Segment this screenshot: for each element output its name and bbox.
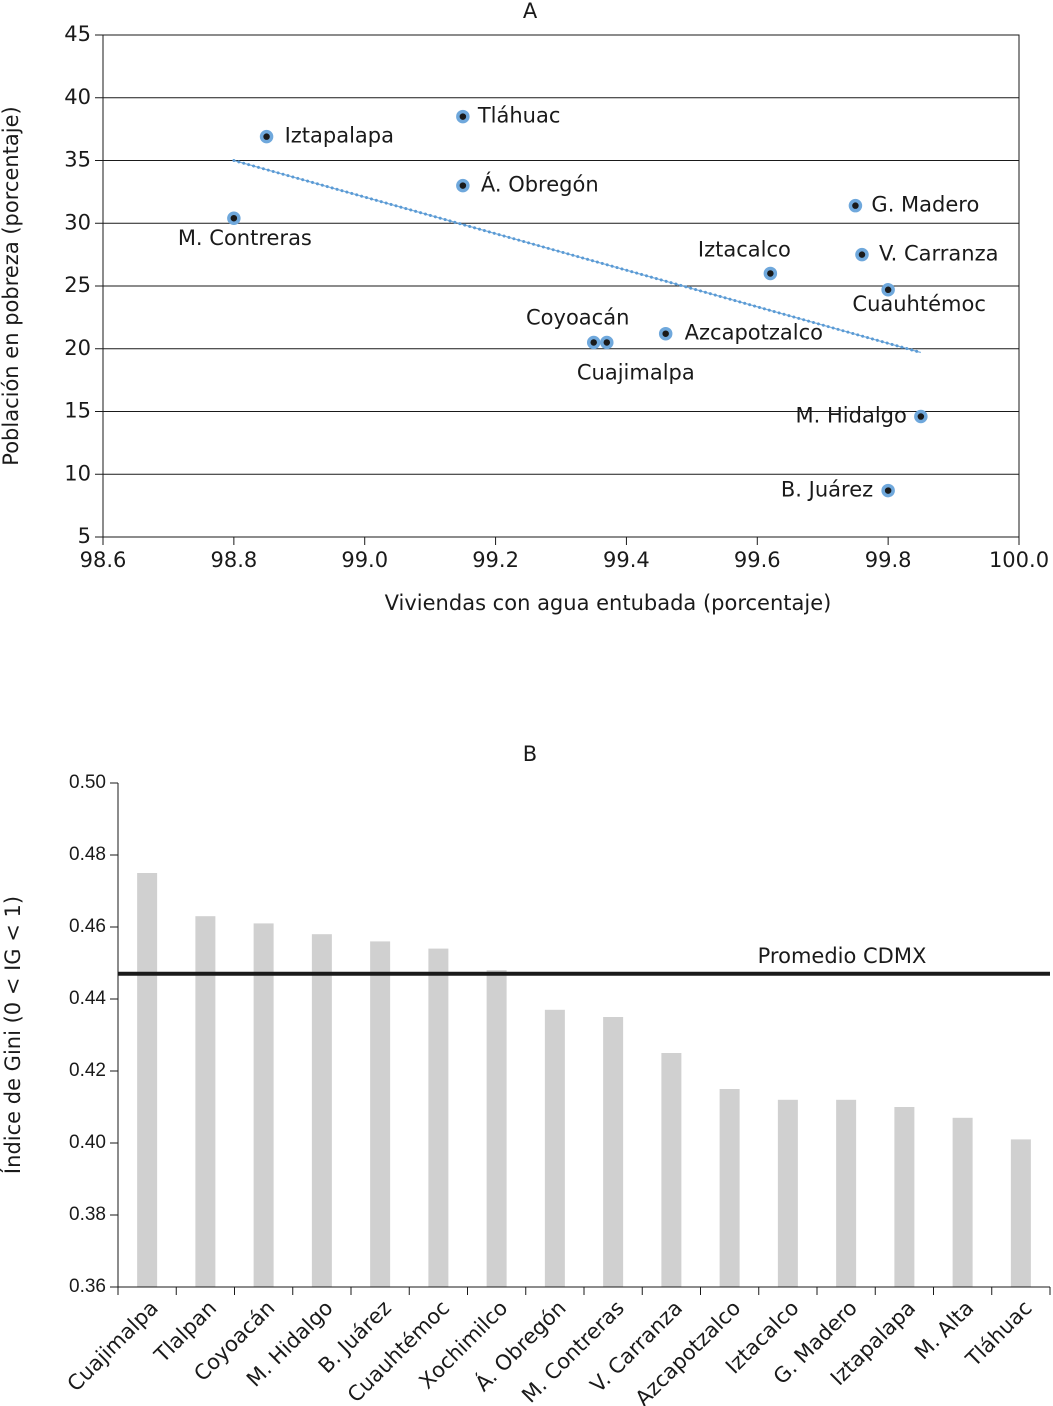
y-tick-label: 0.42 (69, 1060, 106, 1081)
x-tick-label: 100.0 (989, 548, 1049, 572)
y-tick-label: 20 (64, 336, 91, 360)
point-label: M. Hidalgo (796, 404, 907, 428)
bar (253, 923, 274, 1287)
x-axis-label: Viviendas con agua entubada (porcentaje) (385, 591, 832, 615)
bar (137, 873, 158, 1287)
y-tick-label: 5 (78, 524, 91, 548)
bar (544, 1009, 565, 1287)
x-tick-label: 99.0 (341, 548, 388, 572)
point-label: V. Carranza (879, 242, 999, 266)
y-axis-label: Índice de Gini (0 < IG < 1) (0, 896, 25, 1174)
chart-title: A (523, 0, 538, 23)
x-tick-label: Cuauhtémoc (343, 1296, 454, 1406)
y-tick-label: 0.36 (69, 1276, 106, 1297)
point (259, 129, 274, 144)
x-tick-label: 99.6 (734, 548, 781, 572)
x-tick-label: 99.4 (603, 548, 650, 572)
y-tick-label: 35 (64, 148, 91, 172)
point-label: Azcapotzalco (685, 321, 823, 345)
y-tick-label: 30 (64, 210, 91, 234)
chart-a: A 5 10 15 20 25 30 35 40 45 98.6 98.8 99.0 99.2 99.4 99… (0, 0, 1049, 615)
y-tick-label: 25 (64, 273, 91, 297)
bar (894, 1107, 915, 1287)
point-label: Tláhuac (477, 104, 561, 128)
bar (952, 1117, 973, 1287)
point-label: Iztacalco (698, 237, 791, 261)
bar (428, 948, 449, 1287)
point-label: Cuajimalpa (577, 360, 695, 384)
y-tick-label: 45 (64, 22, 91, 46)
y-tick-label: 0.46 (69, 916, 106, 937)
y-tick-label: 0.44 (69, 988, 106, 1009)
y-tick-label: 0.50 (69, 772, 106, 793)
y-tick-label: 0.48 (69, 844, 106, 865)
point (600, 335, 614, 350)
point-label: Iztapalapa (285, 124, 394, 148)
point (881, 283, 895, 297)
bar (1010, 1139, 1031, 1287)
y-tick-label: 40 (64, 85, 91, 109)
y-axis-label: Población en pobreza (porcentaje) (0, 106, 23, 465)
bar (836, 1099, 857, 1287)
reference-label: Promedio CDMX (758, 944, 927, 968)
point-label: B. Juárez (781, 478, 873, 502)
x-tick-label: 99.8 (865, 548, 912, 572)
chart-title: B (523, 742, 537, 766)
point (456, 178, 470, 193)
bar (603, 1017, 624, 1287)
y-tick-label: 0.38 (69, 1204, 106, 1225)
bar (311, 934, 332, 1287)
bar (370, 941, 391, 1287)
point (763, 266, 778, 281)
point-label: Cuauhtémoc (852, 292, 985, 316)
point-label: Á. Obregón (481, 172, 599, 197)
point (456, 109, 470, 124)
bar (661, 1053, 682, 1287)
y-tick-label: 0.40 (69, 1132, 106, 1153)
y-tick-label: 15 (64, 399, 91, 423)
x-tick-label: M. Contreras (517, 1296, 629, 1406)
point (848, 198, 863, 213)
point (586, 335, 601, 350)
point (914, 409, 928, 424)
bar (777, 1099, 798, 1287)
bar (486, 970, 507, 1287)
plot-frame (102, 34, 1020, 538)
x-tick-label: Cuajimalpa (63, 1296, 163, 1396)
point-label: M. Contreras (178, 226, 312, 250)
x-tick-label: 98.8 (210, 548, 257, 572)
point (855, 247, 869, 262)
chart-b: B 0.36 0.38 0.40 0.42 0.44 0.46 0.48 0.50 Índice … (0, 742, 1051, 1406)
y-tick-label: 10 (64, 461, 91, 485)
point (881, 483, 895, 498)
point (658, 326, 673, 341)
x-tick-label: 99.2 (472, 548, 519, 572)
trend-line-core (233, 159, 922, 354)
x-tick-label: 98.6 (80, 548, 127, 572)
point-label: Coyoacán (526, 305, 629, 329)
bar (195, 916, 216, 1287)
point-label: G. Madero (871, 193, 979, 217)
point (227, 211, 241, 225)
bar (719, 1089, 740, 1287)
